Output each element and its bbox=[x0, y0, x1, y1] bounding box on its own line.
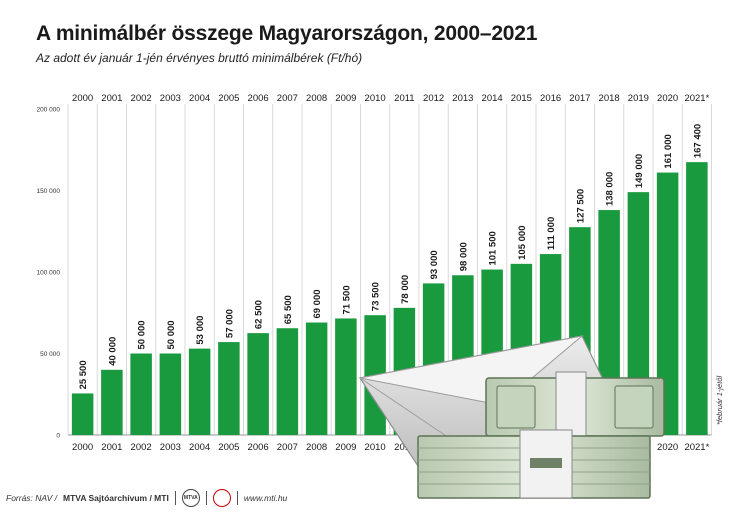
value-label: 69 000 bbox=[312, 289, 323, 318]
category-label-top: 2000 bbox=[72, 93, 93, 104]
category-label-top: 2009 bbox=[335, 93, 356, 104]
category-label-top: 2008 bbox=[306, 93, 327, 104]
footnote: *február 1-jétől bbox=[715, 375, 724, 425]
value-label: 105 000 bbox=[517, 226, 528, 260]
value-label: 149 000 bbox=[634, 154, 645, 188]
category-label-top: 2007 bbox=[277, 93, 298, 104]
bar bbox=[305, 322, 328, 435]
category-label-top: 2010 bbox=[365, 93, 386, 104]
bar bbox=[130, 353, 152, 435]
value-label: 50 000 bbox=[166, 320, 177, 349]
y-tick-label: 100 000 bbox=[37, 270, 61, 277]
value-label: 50 000 bbox=[137, 320, 148, 349]
category-label-top: 2013 bbox=[452, 93, 473, 104]
value-label: 62 500 bbox=[254, 300, 265, 329]
category-label-top: 2020 bbox=[657, 93, 678, 104]
category-label-top: 2005 bbox=[218, 93, 239, 104]
category-label-bottom: 2009 bbox=[335, 442, 356, 453]
bar bbox=[247, 333, 269, 435]
value-label: 57 000 bbox=[224, 309, 235, 338]
category-label-top: 2011 bbox=[394, 93, 414, 104]
y-tick-label: 0 bbox=[56, 433, 60, 440]
source-footer: Forrás: NAV / MTVA Sajtóarchívum / MTI M… bbox=[6, 489, 287, 507]
value-label: 40 000 bbox=[107, 337, 118, 366]
value-label: 65 500 bbox=[283, 295, 294, 324]
value-label: 127 500 bbox=[575, 189, 586, 223]
mti-logo-icon bbox=[212, 489, 231, 507]
value-label: 71 500 bbox=[341, 285, 352, 314]
value-label: 53 000 bbox=[195, 316, 206, 345]
category-label-bottom: 2007 bbox=[277, 442, 298, 453]
category-label-top: 2016 bbox=[540, 93, 561, 104]
category-label-top: 2002 bbox=[131, 93, 152, 104]
category-label-top: 2018 bbox=[599, 93, 620, 104]
category-label-bottom: 2020 bbox=[657, 442, 678, 453]
y-tick-label: 200 000 bbox=[37, 107, 61, 114]
mtva-logo: MTVA bbox=[181, 489, 200, 507]
category-label-top: 2012 bbox=[423, 93, 444, 104]
category-label-bottom: 2005 bbox=[218, 442, 239, 453]
value-label: 78 000 bbox=[400, 275, 411, 304]
bar bbox=[159, 353, 182, 435]
category-label-bottom: 2001 bbox=[101, 442, 122, 453]
category-label-top: 2003 bbox=[160, 93, 181, 104]
category-label-top: 2017 bbox=[569, 93, 590, 104]
bar bbox=[276, 328, 299, 435]
divider bbox=[174, 491, 176, 505]
chart-subtitle: Az adott év január 1-jén érvényes bruttó… bbox=[36, 51, 363, 65]
value-label: 98 000 bbox=[458, 242, 469, 271]
divider bbox=[236, 491, 238, 505]
category-label-bottom: 2011 bbox=[394, 442, 414, 453]
bar bbox=[71, 393, 94, 435]
bar bbox=[101, 369, 123, 435]
category-label-top: 2004 bbox=[189, 93, 210, 104]
divider bbox=[205, 491, 207, 505]
value-label: 93 000 bbox=[429, 250, 440, 279]
value-label: 167 400 bbox=[692, 124, 703, 158]
bar bbox=[656, 172, 679, 435]
category-label-bottom: 2004 bbox=[189, 442, 210, 453]
value-label: 101 500 bbox=[488, 231, 499, 265]
category-label-top: 2019 bbox=[628, 93, 649, 104]
category-label-bottom: 2003 bbox=[160, 442, 181, 453]
category-label-top: 2021* bbox=[684, 93, 709, 104]
source-url[interactable]: www.mti.hu bbox=[243, 493, 288, 503]
category-label-top: 2014 bbox=[482, 93, 503, 104]
value-label: 138 000 bbox=[605, 172, 616, 206]
category-label-top: 2001 bbox=[101, 93, 122, 104]
y-tick-label: 150 000 bbox=[37, 188, 61, 195]
source-prefix: Forrás: NAV / bbox=[6, 493, 58, 503]
money-illustration bbox=[359, 335, 665, 499]
bar bbox=[686, 162, 708, 435]
category-label-bottom: 2008 bbox=[306, 442, 327, 453]
category-label-bottom: 2021* bbox=[684, 442, 709, 453]
bar bbox=[188, 348, 211, 435]
y-tick-label: 50 000 bbox=[40, 351, 60, 358]
chart-title: A minimálbér összege Magyarországon, 200… bbox=[36, 22, 538, 45]
category-label-bottom: 2010 bbox=[365, 442, 386, 453]
category-label-bottom: 2006 bbox=[248, 442, 269, 453]
category-label-top: 2015 bbox=[511, 93, 532, 104]
category-label-bottom: 2002 bbox=[131, 442, 152, 453]
category-label-top: 2006 bbox=[248, 93, 269, 104]
value-label: 111 000 bbox=[546, 217, 557, 250]
value-label: 73 500 bbox=[371, 282, 382, 311]
bar bbox=[335, 318, 357, 435]
value-label: 25 500 bbox=[78, 360, 89, 389]
category-label-bottom: 2000 bbox=[72, 442, 93, 453]
value-label: 161 000 bbox=[663, 134, 674, 168]
bar bbox=[627, 192, 650, 435]
bar bbox=[218, 342, 240, 435]
source-org: MTVA Sajtóarchívum / MTI bbox=[63, 493, 169, 503]
